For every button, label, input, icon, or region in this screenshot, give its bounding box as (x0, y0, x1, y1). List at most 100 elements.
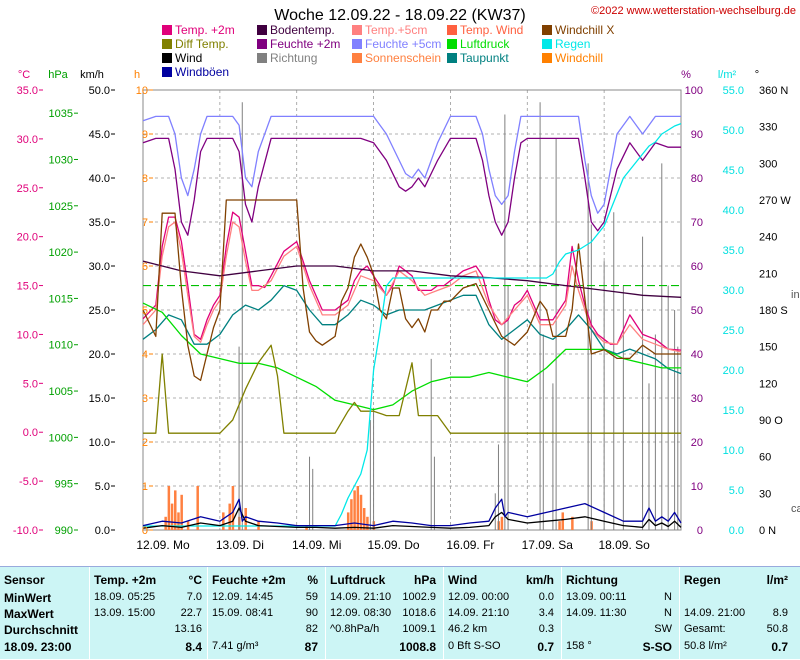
tick-label-pressure: 1010 (49, 340, 73, 352)
luftdruck-header: Luftdruck (330, 573, 386, 587)
legend-swatch (257, 39, 267, 49)
feuchte-unit: % (307, 573, 318, 587)
temp-header: Temp. +2m (94, 573, 157, 587)
direction-degrees: 158 ° (566, 640, 592, 652)
current-value: 8.4 (185, 640, 202, 654)
cell-value: 22.7 (180, 607, 202, 619)
sunshine-bar (170, 503, 174, 530)
tick-label-rain: 30.0 (723, 285, 744, 297)
tick-label-wind: 20.0 (89, 349, 110, 361)
tick-label-direction: 90 O (759, 415, 783, 427)
wind-header: Wind (448, 573, 478, 587)
series-line-feuchte-5cm (142, 115, 681, 214)
day-label: 15.09. Do (368, 538, 420, 552)
tick-label-humidity: 30 (691, 393, 703, 405)
cell-time: 15.09. 08:41 (212, 607, 274, 619)
legend-label: Temp. +2m (175, 23, 235, 37)
day-labels: 12.09. Mo 13.09. Di 14.09. Mi 15.09. Do 16.0… (136, 538, 650, 552)
cell-time: 14.09. 21:00 (684, 607, 746, 619)
current-value: S-SO (642, 640, 672, 654)
tick-label-rain: 0.0 (729, 525, 744, 537)
tick-label-humidity: 100 (685, 85, 703, 97)
tick-label-humidity: 90 (691, 129, 703, 141)
tick-label-humidity: 20 (691, 437, 703, 449)
tick-label-rain: 25.0 (723, 325, 744, 337)
tick-label-humidity: 40 (691, 349, 703, 361)
sunshine-bar (174, 490, 177, 530)
legend-swatch (162, 25, 172, 35)
plot-area (142, 89, 682, 531)
tick-label-rain: 35.0 (723, 245, 744, 257)
row-label: MinWert (4, 591, 52, 605)
tick-label-direction: 120 (759, 378, 777, 390)
regen-unit: l/m² (766, 573, 788, 587)
tick-label-wind: 10.0 (89, 437, 110, 449)
sunshine-bar (356, 486, 360, 530)
tick-label-temp_c: 20.0 (17, 232, 38, 244)
tick-label-direction: 150 (759, 342, 777, 354)
sunshine-bar (177, 512, 180, 530)
sunshine-bar (180, 494, 183, 530)
tick-label-direction: 210 (759, 268, 777, 280)
row-label: Durchschnitt (4, 623, 79, 637)
tick-label-temp_c: 25.0 (17, 183, 38, 195)
legend-label: Temp.+5cm (365, 23, 427, 37)
tick-label-sun: 0 (142, 525, 148, 537)
tick-label-humidity: 70 (691, 217, 703, 229)
sunshine-bar (359, 494, 363, 530)
tick-label-rain: 15.0 (723, 405, 744, 417)
regen-header: Regen (684, 573, 721, 587)
tick-label-pressure: 1005 (49, 386, 73, 398)
cell-value: 1009.1 (402, 623, 436, 635)
legend-swatch (542, 25, 552, 35)
legend-swatch (257, 53, 267, 63)
series-line-taupunkt (142, 284, 682, 375)
cell-time: 13.09. 15:00 (94, 607, 156, 619)
tick-label-temp_c: -10.0 (13, 525, 38, 537)
series-line-temp-5cm (142, 221, 682, 353)
feuchte-header: Feuchte +2m (212, 573, 286, 587)
col-wind: Wind km/h 12.09. 00:00 0.0 14.09. 21:10 3.4… (444, 567, 558, 660)
tick-label-pressure: 1030 (49, 154, 73, 166)
tick-label-pressure: 990 (55, 525, 73, 537)
sunshine-bar (196, 486, 199, 530)
tick-label-sun: 2 (142, 437, 148, 449)
sunshine-bar (231, 486, 235, 530)
cell-value: 7.0 (186, 591, 202, 603)
legend-label: Feuchte +5cm (365, 37, 441, 51)
tick-label-direction: 360 N (759, 85, 788, 97)
sunshine-bar (228, 503, 231, 530)
day-label: 16.09. Fr (446, 538, 494, 552)
tick-label-sun: 1 (142, 481, 148, 493)
sunshine-bar (222, 512, 225, 530)
cell-value: SW (654, 623, 672, 635)
tick-label-wind: 5.0 (95, 481, 110, 493)
cell-time: 14.09. 21:10 (448, 607, 510, 619)
sunshine-bar (558, 521, 561, 530)
legend: Temp. +2m Bodentemp. Temp.+5cm Temp. Wind Wi… (162, 23, 614, 79)
legend-swatch (542, 53, 552, 63)
legend-label: Temp. Wind (460, 23, 523, 37)
tick-label-pressure: 1025 (49, 201, 73, 213)
tick-label-temp_c: 10.0 (17, 329, 38, 341)
tick-label-rain: 55.0 (723, 85, 744, 97)
cell-value: 82 (305, 623, 318, 635)
tick-label-humidity: 0 (697, 525, 703, 537)
day-label: 13.09. Di (216, 538, 264, 552)
tick-label-rain: 45.0 (723, 165, 744, 177)
col-temp: Temp. +2m °C 18.09. 05:25 7.0 13.09. 15:00… (90, 567, 206, 660)
series-line-windchill-x (142, 199, 681, 382)
tick-label-direction: 0 N (759, 525, 776, 537)
current-value: 0.7 (537, 640, 554, 654)
luftdruck-unit: hPa (413, 573, 436, 587)
tick-label-temp_c: 15.0 (17, 281, 38, 293)
tick-label-direction: 30 (759, 488, 771, 500)
legend-label: Diff Temp. (175, 37, 229, 51)
tick-label-rain: 5.0 (729, 485, 744, 497)
tick-label-sun: 9 (142, 129, 148, 141)
cell-value: 13.16 (174, 623, 202, 635)
tick-label-sun: 10 (136, 85, 148, 97)
legend-swatch (162, 39, 172, 49)
temp-unit: °C (188, 573, 202, 587)
axis-unit-temp_c: °C (18, 69, 30, 81)
